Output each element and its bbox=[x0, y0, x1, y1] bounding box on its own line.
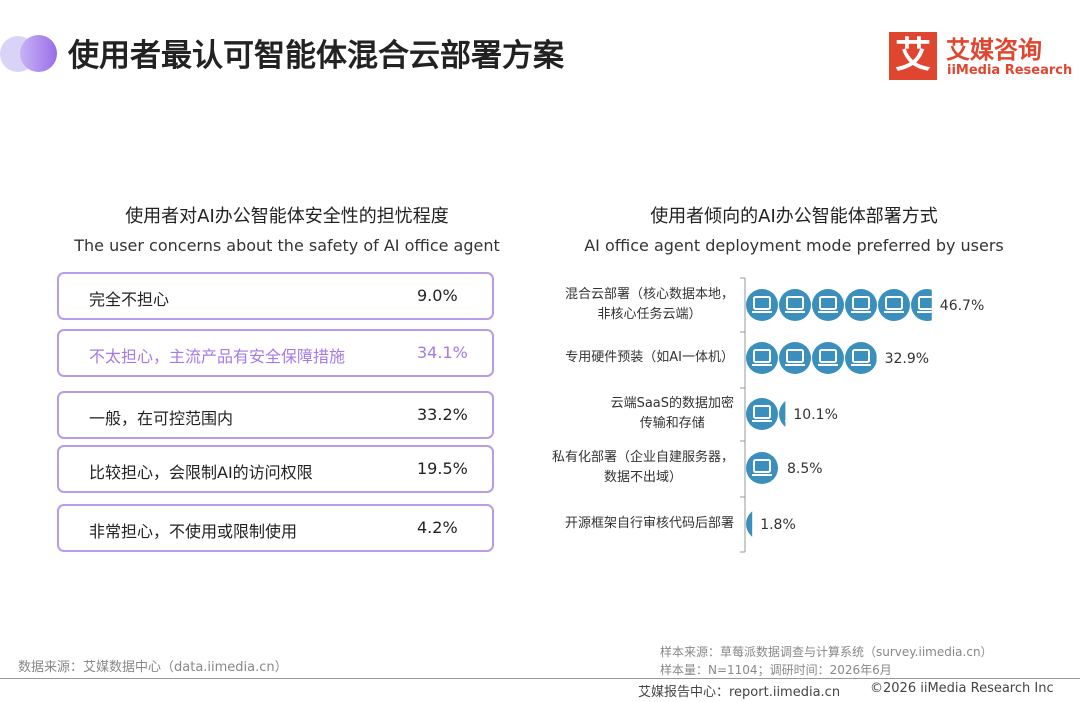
icon bbox=[746, 289, 778, 321]
icon-screen bbox=[852, 296, 870, 310]
logo-mark: 艾 bbox=[889, 32, 937, 80]
category-label: 混合云部署（核心数据本地， 非核心任务云端） bbox=[564, 287, 734, 322]
concern-value: 33.2% bbox=[417, 405, 468, 424]
icon bbox=[746, 342, 778, 374]
concern-box: 一般，在可控范围内 33.2% bbox=[57, 391, 494, 439]
icon-bar bbox=[746, 511, 753, 537]
icon-screen bbox=[819, 349, 837, 363]
footer-rule bbox=[0, 678, 1080, 679]
concern-label: 不太担心，主流产品有安全保障措施 bbox=[89, 347, 346, 366]
icon bbox=[845, 289, 877, 321]
page-title: 使用者最认可智能体混合云部署方案 bbox=[68, 38, 564, 74]
icon-screen bbox=[753, 349, 771, 363]
chart-subtitle: AI office agent deployment mode preferre… bbox=[584, 236, 1004, 255]
category-label: 云端SaaS的数据加密 传输和存储 bbox=[610, 396, 734, 431]
chart-title: 使用者倾向的AI办公智能体部署方式 bbox=[650, 206, 938, 227]
icon-screen bbox=[753, 459, 771, 473]
report-center: 艾媒报告中心：report.iimedia.cn bbox=[638, 685, 841, 700]
concern-box: 不太担心，主流产品有安全保障措施 34.1% bbox=[57, 329, 494, 377]
icon-screen bbox=[786, 349, 804, 363]
icon bbox=[845, 342, 877, 374]
sample-source: 样本来源：草莓派数据调查与计算系统（survey.iimedia.cn） bbox=[660, 645, 993, 659]
copyright: ©2026 iiMedia Research Inc bbox=[870, 681, 1054, 696]
icon bbox=[779, 342, 811, 374]
icon-screen bbox=[753, 296, 771, 310]
concern-label: 非常担心，不使用或限制使用 bbox=[89, 522, 298, 541]
icon bbox=[812, 342, 844, 374]
icon-bar bbox=[746, 398, 786, 430]
icon-bar bbox=[746, 289, 932, 321]
icon bbox=[812, 289, 844, 321]
concern-label: 比较担心，会限制AI的访问权限 bbox=[89, 463, 313, 482]
category-label: 开源框架自行审核代码后部署 bbox=[564, 516, 734, 531]
icon-screen bbox=[918, 296, 932, 310]
concern-box: 比较担心，会限制AI的访问权限 19.5% bbox=[57, 445, 494, 493]
icon bbox=[746, 511, 753, 537]
concern-value: 19.5% bbox=[417, 459, 468, 478]
list-title: 使用者对AI办公智能体安全性的担忧程度 bbox=[125, 206, 449, 227]
icon-screen bbox=[786, 296, 804, 310]
logo-en: iiMedia Research bbox=[947, 63, 1073, 78]
icon bbox=[878, 289, 910, 321]
concern-value: 34.1% bbox=[417, 343, 468, 362]
icon bbox=[746, 398, 778, 430]
concern-value: 4.2% bbox=[417, 518, 458, 537]
concern-box: 非常担心，不使用或限制使用 4.2% bbox=[57, 504, 494, 552]
icon bbox=[779, 401, 786, 427]
concern-label: 完全不担心 bbox=[89, 290, 170, 309]
value-label: 32.9% bbox=[885, 351, 929, 367]
icon bbox=[911, 289, 932, 321]
concern-value: 9.0% bbox=[417, 286, 458, 305]
icon-screen bbox=[885, 296, 903, 310]
icon-bar bbox=[746, 452, 778, 484]
value-label: 10.1% bbox=[793, 407, 837, 423]
icon-screen bbox=[852, 349, 870, 363]
value-label: 46.7% bbox=[940, 298, 984, 314]
value-label: 8.5% bbox=[787, 461, 823, 477]
concern-label: 一般，在可控范围内 bbox=[89, 409, 234, 428]
header-dots bbox=[0, 34, 58, 72]
icon-screen bbox=[753, 405, 771, 419]
icon bbox=[746, 452, 778, 484]
icon bbox=[779, 289, 811, 321]
logo-name: 艾媒咨询 bbox=[946, 36, 1042, 64]
value-label: 1.8% bbox=[760, 517, 796, 533]
category-label: 专用硬件预装（如AI一体机） bbox=[565, 350, 734, 365]
icon-bar bbox=[746, 342, 877, 374]
icon-screen bbox=[819, 296, 837, 310]
list-subtitle: The user concerns about the safety of AI… bbox=[74, 236, 500, 255]
category-label: 私有化部署（企业自建服务器， 数据不出域） bbox=[551, 450, 734, 485]
sample-size: 样本量：N=1104；调研时间：2026年6月 bbox=[660, 663, 892, 677]
source: 数据来源：艾媒数据中心（data.iimedia.cn） bbox=[18, 660, 288, 675]
concern-box: 完全不担心 9.0% bbox=[57, 272, 494, 320]
